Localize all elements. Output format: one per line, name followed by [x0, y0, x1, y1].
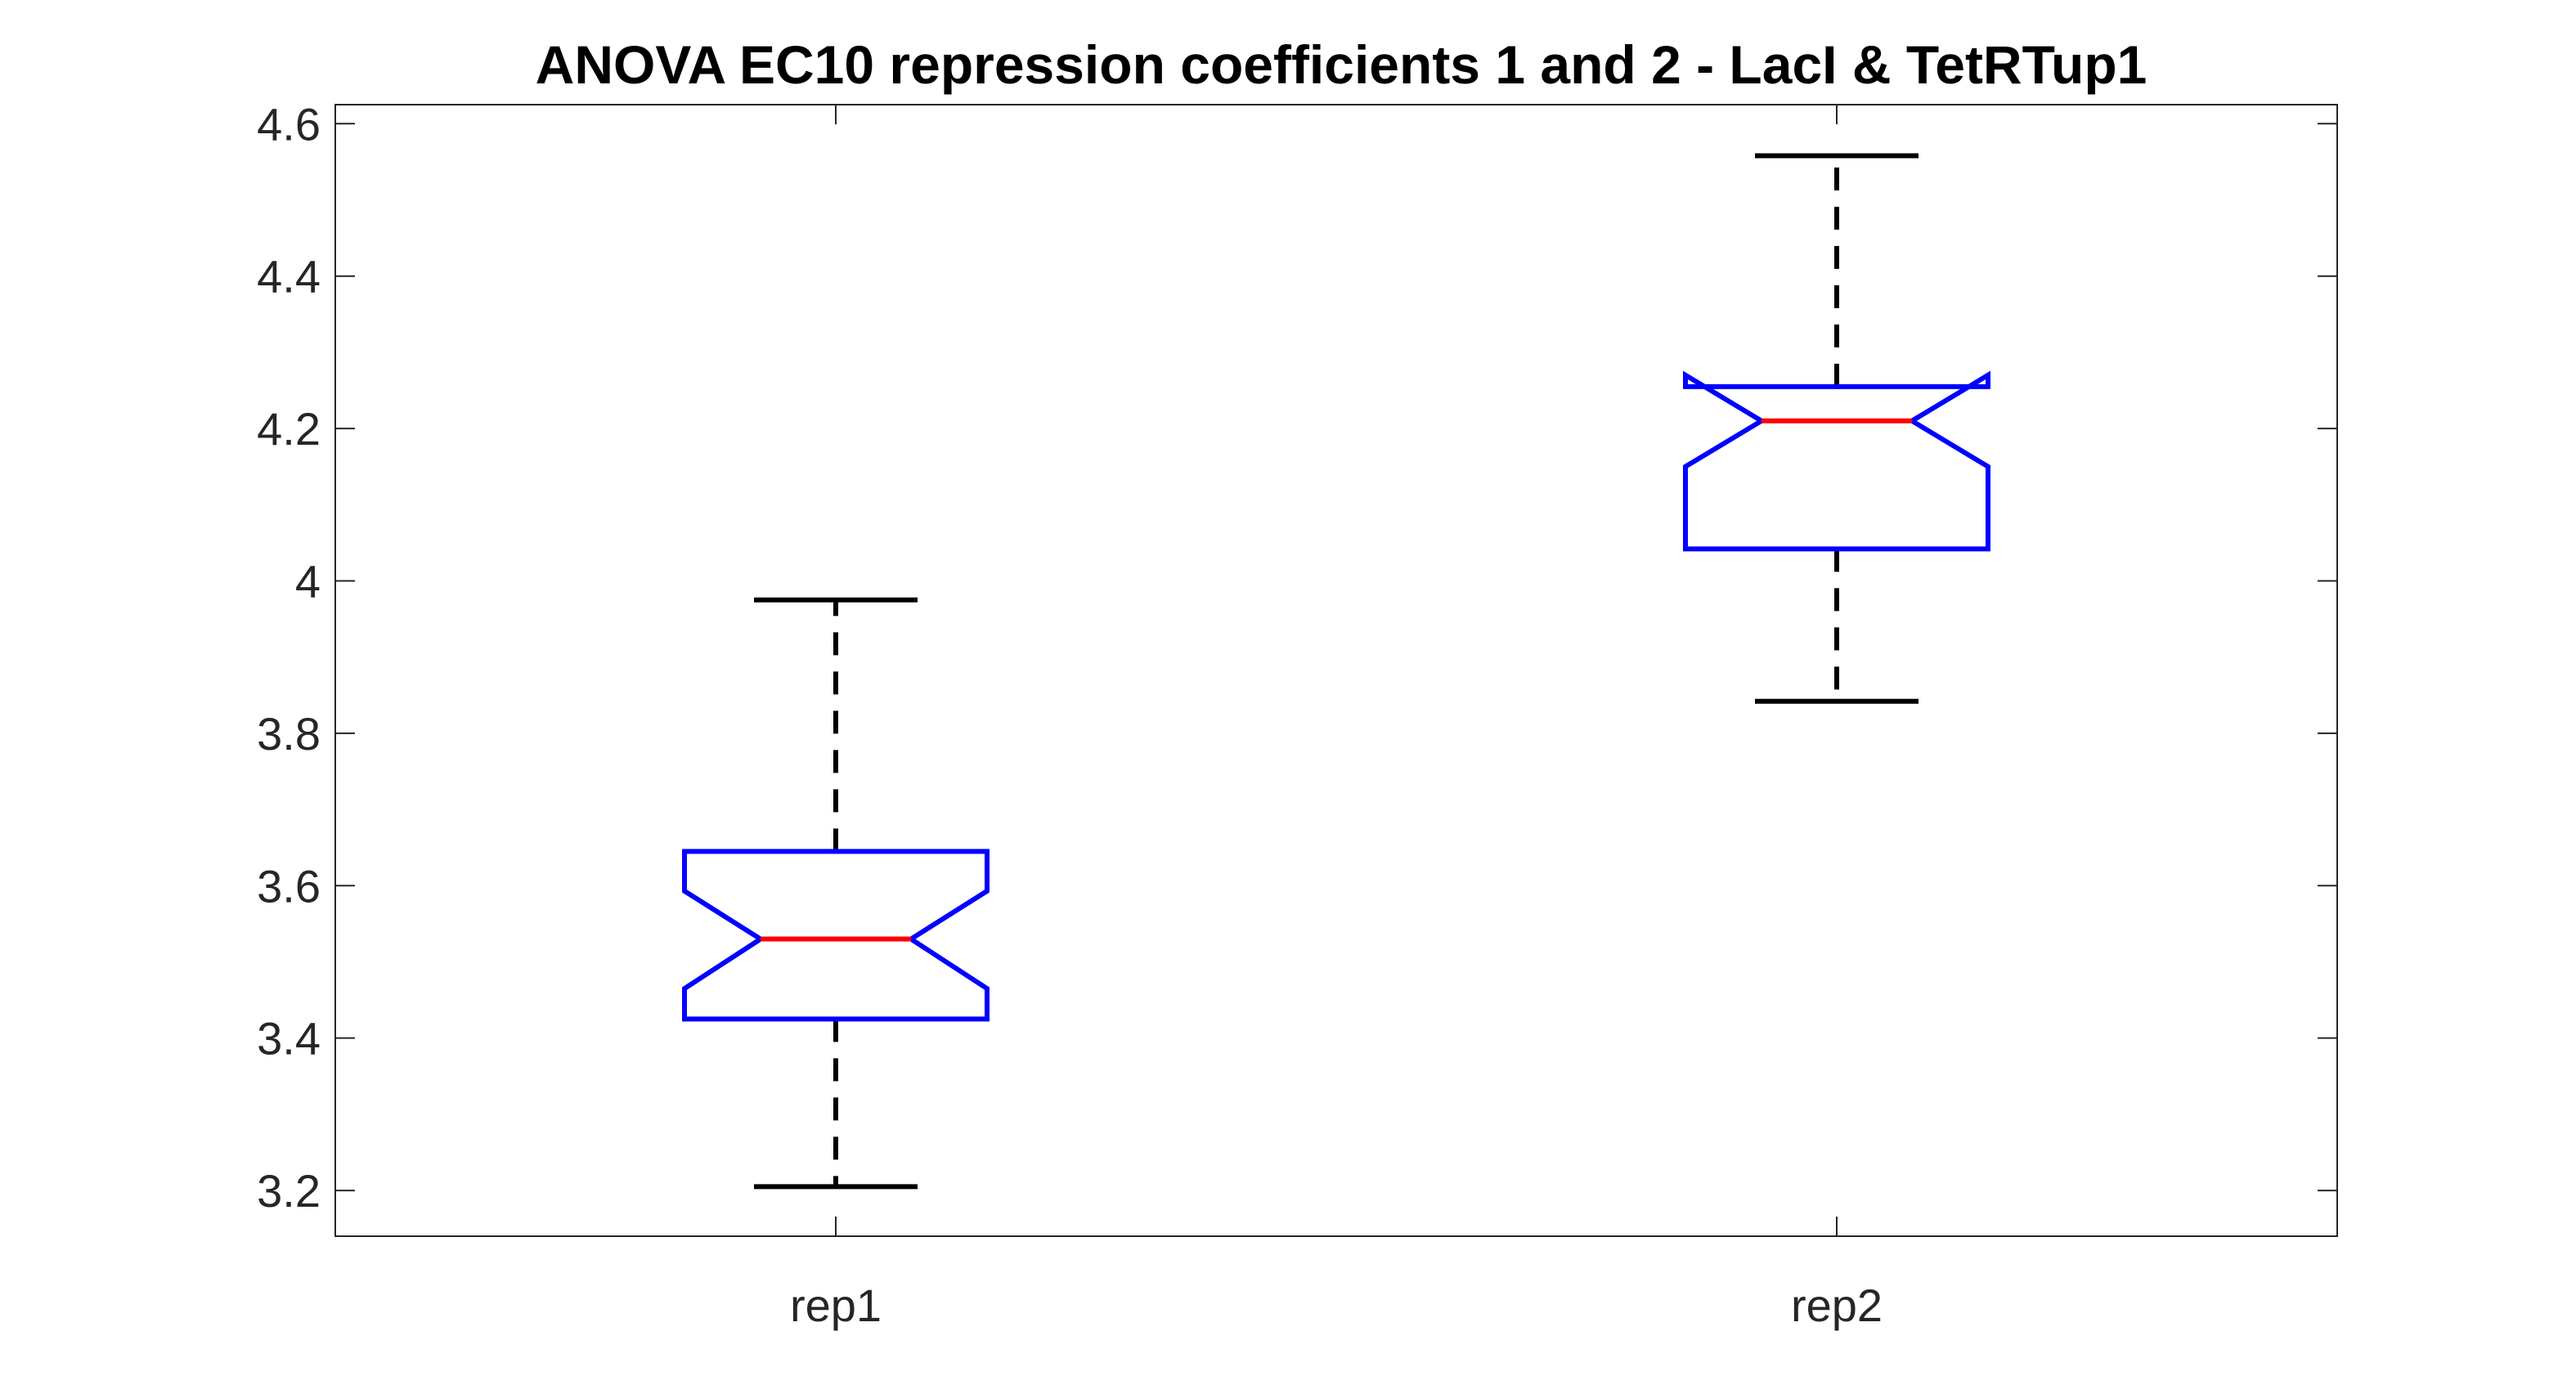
- y-tick-label: 4.2: [257, 403, 321, 455]
- box-rep2: [1683, 153, 1990, 704]
- chart-title: ANOVA EC10 repression coefficients 1 and…: [536, 34, 2147, 95]
- y-tick-label: 3.6: [257, 860, 321, 912]
- box-series: [682, 153, 1990, 1190]
- box-rep1: [682, 597, 990, 1190]
- plot-area-frame: [334, 104, 2338, 1237]
- y-tick-label: 4.6: [257, 98, 321, 150]
- y-tick-label: 4: [295, 555, 321, 607]
- x-tick-label: rep1: [790, 1280, 882, 1331]
- box-body: [682, 849, 990, 1022]
- x-axis: rep1 rep2: [790, 105, 1883, 1331]
- y-axis: 3.2 3.4 3.6 3.8 4 4.2 4.4 4.6: [257, 98, 2337, 1217]
- y-tick-label: 3.4: [257, 1013, 321, 1065]
- y-tick-label: 3.8: [257, 708, 321, 760]
- box-body: [1683, 370, 1990, 552]
- y-tick-label: 4.4: [257, 251, 321, 303]
- y-tick-label: 3.2: [257, 1165, 321, 1217]
- x-tick-label: rep2: [1791, 1280, 1883, 1331]
